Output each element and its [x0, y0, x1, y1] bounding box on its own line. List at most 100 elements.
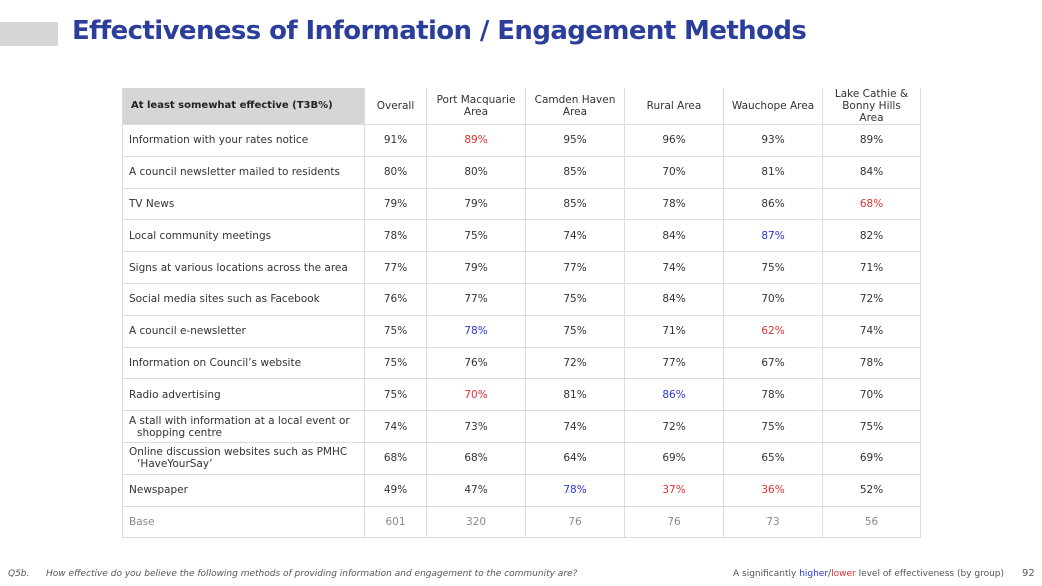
row-label: A council newsletter mailed to residents [122, 156, 365, 189]
table-cell: 70% [822, 378, 921, 412]
table-cell: 86% [624, 378, 724, 412]
row-label-text: A council newsletter mailed to residents [129, 166, 341, 179]
table-cell: 75% [364, 347, 427, 380]
table-cell: 62% [723, 315, 823, 348]
note-separator: / [828, 569, 832, 579]
row-label: A stall with information at a local even… [122, 410, 365, 443]
table-cell: 80% [426, 156, 526, 189]
table-cell: 78% [364, 219, 427, 253]
row-label-text: Social media sites such as Facebook [129, 293, 320, 306]
title-accent-bar [0, 22, 58, 46]
table-row: A council e-newsletter 75% 78% 75% 71% 62% 74% [122, 315, 921, 348]
row-label-text: Newspaper [129, 484, 188, 497]
table-cell: 75% [364, 378, 427, 412]
row-label: Social media sites such as Facebook [122, 283, 365, 316]
table-row: TV News 79% 79% 85% 78% 86% 68% [122, 188, 921, 221]
row-label: TV News [122, 188, 365, 221]
row-label: A council e-newsletter [122, 315, 365, 348]
base-cell: 56 [822, 506, 921, 539]
row-label: Newspaper [122, 474, 365, 507]
table-cell: 84% [624, 219, 724, 253]
table-row: Signs at various locations across the ar… [122, 251, 921, 284]
note-prefix: A significantly [733, 569, 800, 579]
table-cell: 81% [525, 378, 625, 412]
table-cell: 52% [822, 474, 921, 507]
table-cell: 37% [624, 474, 724, 507]
table-cell: 75% [525, 283, 625, 316]
table-corner-label: At least somewhat effective (T3B%) [122, 88, 365, 125]
page-title: Effectiveness of Information / Engagemen… [72, 16, 807, 46]
table-cell: 73% [426, 410, 526, 443]
column-header: Lake Cathie & Bonny Hills Area [822, 88, 921, 125]
table-cell: 96% [624, 124, 724, 157]
footer-question: Q5b. How effective do you believe the fol… [8, 569, 577, 579]
column-header: Camden Haven Area [525, 88, 625, 125]
table-cell: 75% [723, 251, 823, 284]
page-number: 92 [1022, 568, 1035, 579]
table-cell: 47% [426, 474, 526, 507]
row-label-text: Information on Council’s website [129, 356, 302, 369]
table-cell: 74% [822, 315, 921, 348]
column-header: Wauchope Area [723, 88, 823, 125]
table-header-row: At least somewhat effective (T3B%) Overa… [122, 88, 921, 125]
row-label-text: Radio advertising [129, 388, 221, 401]
table-cell: 81% [723, 156, 823, 189]
table-cell: 68% [426, 442, 526, 475]
table-row: Social media sites such as Facebook 76% 77… [122, 283, 921, 316]
table-cell: 65% [723, 442, 823, 475]
note-lower: lower [831, 569, 856, 579]
table-cell: 86% [723, 188, 823, 221]
table-cell: 71% [822, 251, 921, 284]
base-row: Base 601 320 76 76 73 56 [122, 506, 921, 539]
table-cell: 70% [723, 283, 823, 316]
table-cell: 68% [364, 442, 427, 475]
table-cell: 89% [426, 124, 526, 157]
table-cell: 70% [624, 156, 724, 189]
table-row: Newspaper 49% 47% 78% 37% 36% 52% [122, 474, 921, 507]
row-label: Online discussion websites such as PMHC ‘… [122, 442, 365, 475]
table-row: A stall with information at a local even… [122, 410, 921, 443]
table-cell: 69% [624, 442, 724, 475]
table-cell: 79% [426, 251, 526, 284]
table-cell: 76% [426, 347, 526, 380]
column-header: Rural Area [624, 88, 724, 125]
row-label: Signs at various locations across the ar… [122, 251, 365, 284]
table-cell: 80% [364, 156, 427, 189]
base-cell: 76 [525, 506, 625, 539]
table-cell: 82% [822, 219, 921, 253]
table-cell: 78% [723, 378, 823, 412]
table-cell: 78% [525, 474, 625, 507]
table-cell: 78% [822, 347, 921, 380]
table-cell: 49% [364, 474, 427, 507]
base-cell: 76 [624, 506, 724, 539]
table-cell: 78% [426, 315, 526, 348]
table-cell: 71% [624, 315, 724, 348]
table-cell: 74% [364, 410, 427, 443]
table-cell: 75% [723, 410, 823, 443]
row-label-text: Signs at various locations across the ar… [129, 261, 348, 274]
table-cell: 89% [822, 124, 921, 157]
table-cell: 68% [822, 188, 921, 221]
table-cell: 64% [525, 442, 625, 475]
base-cell: 73 [723, 506, 823, 539]
row-label-text: TV News [129, 197, 175, 210]
base-cell: 601 [364, 506, 427, 539]
base-label: Base [122, 506, 365, 539]
note-suffix: level of effectiveness (by group) [855, 569, 1005, 579]
table-cell: 76% [364, 283, 427, 316]
table-cell: 79% [426, 188, 526, 221]
table-cell: 72% [822, 283, 921, 316]
table-cell: 36% [723, 474, 823, 507]
table-cell: 84% [624, 283, 724, 316]
table-cell: 74% [525, 410, 625, 443]
table-cell: 85% [525, 156, 625, 189]
column-header: Overall [364, 88, 427, 125]
table-cell: 75% [364, 315, 427, 348]
effectiveness-table: At least somewhat effective (T3B%) Overa… [122, 88, 921, 539]
table-cell: 91% [364, 124, 427, 157]
row-label-text: A council e-newsletter [129, 325, 246, 338]
row-label-text: Local community meetings [129, 229, 272, 242]
table-cell: 85% [525, 188, 625, 221]
significance-note: A significantly higher/lower level of ef… [733, 569, 1004, 579]
table-cell: 84% [822, 156, 921, 189]
